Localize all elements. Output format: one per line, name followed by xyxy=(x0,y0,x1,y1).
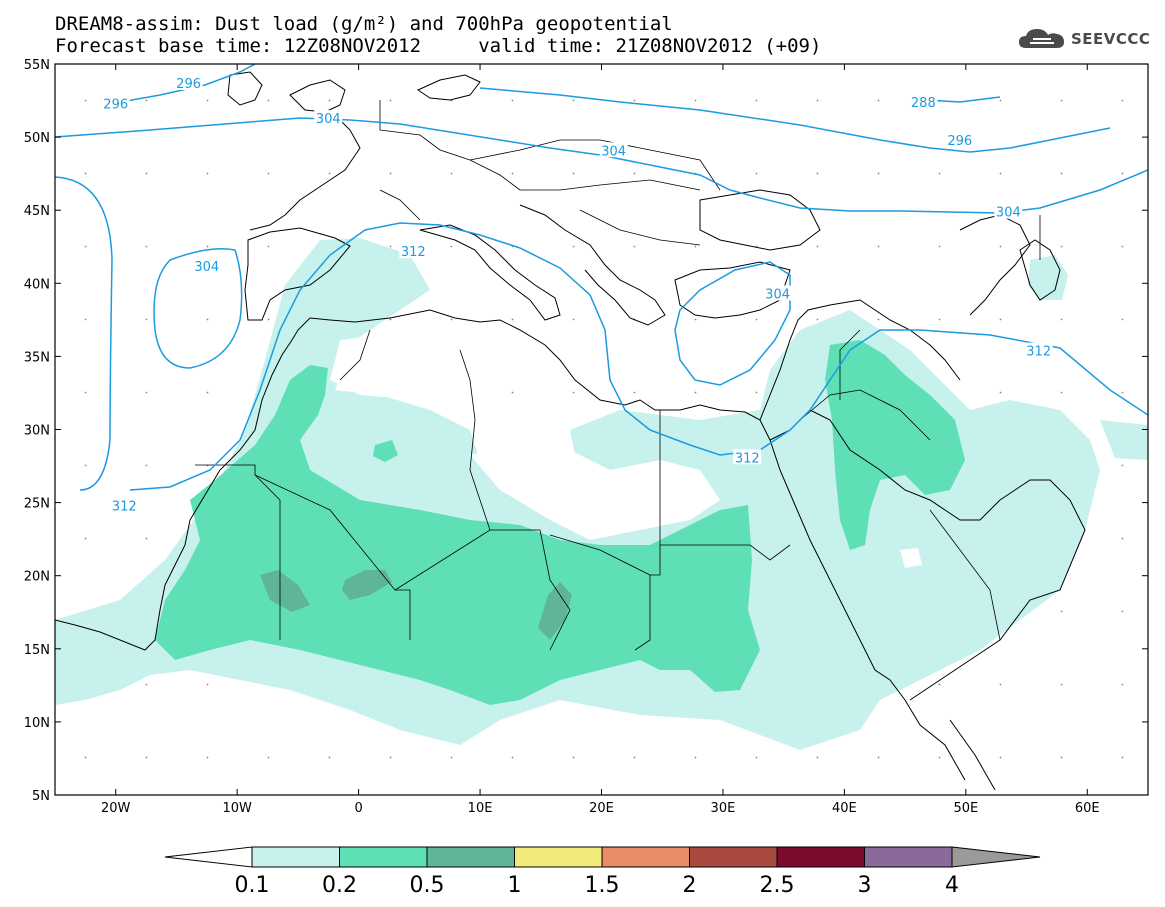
contour-label: 296 xyxy=(947,134,972,149)
contour-label-bg xyxy=(733,449,762,465)
lon-label: 20W xyxy=(101,801,131,816)
axis-ticks xyxy=(55,63,1148,796)
lon-axis-labels: 20W 10W 0 10E 20E 30E 40E 50E 60E xyxy=(101,801,1100,816)
colorbar-swatch xyxy=(776,846,865,868)
colorbar-swatch xyxy=(601,846,690,868)
contour-label-bg xyxy=(192,257,221,273)
lat-label: 5N xyxy=(32,789,50,804)
contour-label: 312 xyxy=(112,500,137,515)
contour-label-bg xyxy=(909,94,938,110)
contour-label: 296 xyxy=(176,77,201,92)
colorbar-label: 3 xyxy=(858,873,872,898)
contour-label-bg xyxy=(1024,342,1053,358)
lat-label: 20N xyxy=(24,570,50,585)
lat-label: 15N xyxy=(24,643,50,658)
colorbar-swatch xyxy=(251,846,340,868)
lat-label: 30N xyxy=(24,424,50,439)
colorbar-end-high xyxy=(951,846,1041,868)
lat-label: 50N xyxy=(24,131,50,146)
colorbar-label: 0.1 xyxy=(235,873,270,898)
colorbar xyxy=(164,846,1041,868)
country-borders xyxy=(195,100,1041,651)
colorbar-label: 1 xyxy=(508,873,522,898)
lat-label: 45N xyxy=(24,204,50,219)
colorbar-swatch xyxy=(864,846,953,868)
contour-label-bg xyxy=(174,75,203,91)
lat-label: 55N xyxy=(24,58,50,73)
lon-label: 10E xyxy=(468,801,493,816)
contour-label-bg xyxy=(314,110,343,126)
contour-label: 296 xyxy=(103,97,128,112)
logo-text: SEEVCCC xyxy=(1071,30,1151,48)
lon-label: 0 xyxy=(354,801,362,816)
dust-gaps xyxy=(330,330,922,568)
seevccc-logo: SEEVCCC xyxy=(1018,26,1150,52)
contour-label: 304 xyxy=(316,112,341,127)
map-title: DREAM8-assim: Dust load (g/m²) and 700hP… xyxy=(55,13,673,35)
lat-label: 35N xyxy=(24,350,50,365)
colorbar-label: 4 xyxy=(945,873,959,898)
forecast-times: Forecast base time: 12Z08NOV2012 valid t… xyxy=(55,35,822,57)
contour-label: 304 xyxy=(194,260,219,275)
contour-label-bg xyxy=(945,132,974,148)
colorbar-label: 0.2 xyxy=(322,873,357,898)
cloud-icon xyxy=(1019,29,1064,48)
colorbar-labels: 0.1 0.2 0.5 1 1.5 2 2.5 3 4 xyxy=(235,873,960,898)
colorbar-swatch xyxy=(426,846,515,868)
coastlines xyxy=(55,71,1086,791)
colorbar-swatch xyxy=(514,846,603,868)
colorbar-end-low xyxy=(164,846,253,868)
lon-label: 60E xyxy=(1075,801,1100,816)
contour-labels: 296 296 304 288 304 296 304 312 304 304 312 312 312 xyxy=(101,75,1053,515)
contour-label-bg xyxy=(599,142,628,158)
dust-layer-medium xyxy=(155,340,965,705)
contour-label-bg xyxy=(763,285,792,301)
colorbar-label: 2.5 xyxy=(760,873,795,898)
lon-label: 10W xyxy=(222,801,252,816)
lon-label: 50E xyxy=(953,801,978,816)
lon-label: 30E xyxy=(711,801,736,816)
colorbar-label: 0.5 xyxy=(410,873,445,898)
colorbar-label: 2 xyxy=(683,873,697,898)
contour-label: 304 xyxy=(601,144,626,159)
contour-label: 312 xyxy=(735,451,760,466)
lat-axis-labels: 55N 50N 45N 40N 35N 30N 25N 20N 15N 10N 5N xyxy=(24,58,50,804)
lat-label: 40N xyxy=(24,277,50,292)
contour-label: 304 xyxy=(996,206,1021,221)
contour-label-bg xyxy=(101,95,130,111)
dust-layer-dense xyxy=(260,570,572,640)
colorbar-label: 1.5 xyxy=(585,873,620,898)
contour-label: 312 xyxy=(401,245,426,260)
lat-label: 10N xyxy=(24,716,50,731)
contour-label-bg xyxy=(994,203,1023,219)
lon-label: 40E xyxy=(832,801,857,816)
contour-label: 304 xyxy=(765,288,790,303)
contour-label-bg xyxy=(399,243,428,259)
colorbar-swatch xyxy=(339,846,428,868)
contour-label: 288 xyxy=(911,96,936,111)
contour-label: 312 xyxy=(1026,345,1051,360)
lon-label: 20E xyxy=(589,801,614,816)
colorbar-swatch xyxy=(689,846,778,868)
contour-label-bg xyxy=(110,497,139,513)
lat-label: 25N xyxy=(24,497,50,512)
